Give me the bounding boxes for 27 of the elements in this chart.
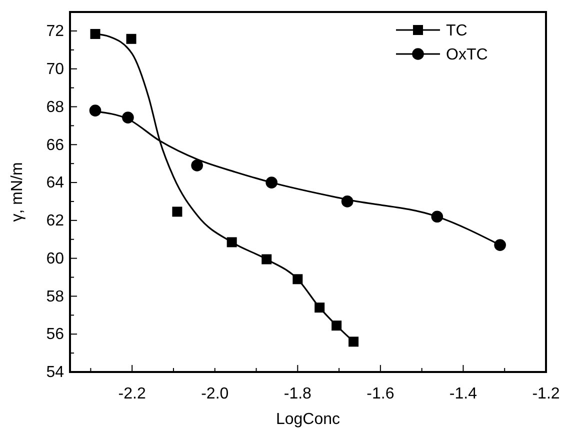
y-tick-label: 68 bbox=[46, 98, 64, 116]
x-tick-label: -2.2 bbox=[118, 386, 146, 403]
y-tick-label: 54 bbox=[46, 364, 64, 382]
x-tick-label: -1.6 bbox=[366, 386, 394, 403]
y-tick-label: 56 bbox=[46, 326, 64, 344]
point bbox=[90, 28, 100, 39]
y-axis-title: γ, mN/m bbox=[9, 162, 26, 222]
point bbox=[348, 336, 359, 347]
x-tick-label: -2.0 bbox=[201, 386, 229, 403]
y-tick-label: 70 bbox=[46, 60, 64, 78]
y-tick-label: 62 bbox=[46, 212, 64, 230]
x-tick-label: -1.2 bbox=[532, 386, 560, 403]
y-tick-label: 58 bbox=[46, 288, 64, 306]
point bbox=[494, 239, 506, 251]
point bbox=[172, 206, 182, 217]
y-tick-label: 72 bbox=[46, 23, 64, 40]
legend-label: TC bbox=[446, 22, 468, 40]
x-tick-label: -1.4 bbox=[449, 386, 478, 403]
y-tick-label: 64 bbox=[46, 174, 64, 192]
x-axis-title: LogConc bbox=[276, 411, 340, 428]
y-tick-label: 66 bbox=[46, 136, 64, 154]
legend-label: OxTC bbox=[446, 46, 488, 64]
y-tick-label: 60 bbox=[46, 250, 64, 268]
point bbox=[191, 160, 203, 172]
point bbox=[126, 34, 136, 44]
point bbox=[89, 104, 102, 116]
x-tick-label: -1.8 bbox=[284, 386, 312, 403]
